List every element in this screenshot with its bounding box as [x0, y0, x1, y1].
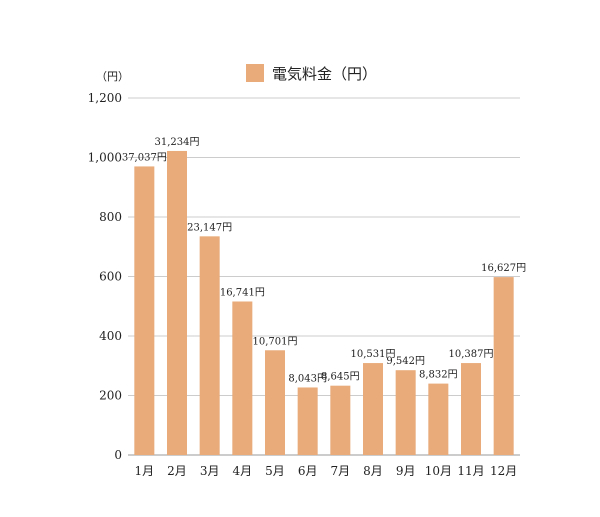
- data-label: 8,645円: [321, 372, 360, 383]
- x-tick-label: 10月: [425, 464, 452, 478]
- bar: [493, 277, 514, 455]
- x-tick-label: 8月: [363, 464, 383, 478]
- x-axis-ticks: 1月 2月 3月 4月 5月 6月 7月 8月 9月 10月 11月 12月: [135, 464, 518, 478]
- data-label: 10,531円: [351, 349, 396, 360]
- data-label: 31,234円: [155, 137, 200, 148]
- data-label: 8,832円: [419, 370, 458, 381]
- x-tick-label: 11月: [457, 464, 484, 478]
- y-tick-label: 400: [99, 329, 122, 343]
- x-tick-label: 7月: [331, 464, 351, 478]
- bar: [199, 236, 220, 455]
- data-label: 8,043円: [288, 373, 327, 384]
- data-label: 16,627円: [481, 263, 526, 274]
- bar: [167, 150, 187, 455]
- bar: [363, 363, 383, 455]
- data-label: 10,387円: [449, 349, 494, 360]
- data-label: 10,701円: [253, 336, 298, 347]
- x-tick-label: 6月: [298, 464, 318, 478]
- y-tick-label: 600: [99, 270, 122, 284]
- x-tick-label: 2月: [167, 464, 187, 478]
- x-tick-label: 9月: [396, 464, 416, 478]
- bar: [232, 301, 253, 455]
- x-tick-label: 4月: [233, 464, 253, 478]
- data-label: 9,542円: [386, 356, 425, 367]
- data-label: 23,147円: [187, 222, 232, 233]
- grid-lines: [128, 97, 520, 456]
- y-axis-ticks: 0 200 400 600 800 1,000 1,200: [88, 91, 122, 462]
- x-tick-label: 3月: [200, 464, 220, 478]
- y-tick-label: 800: [99, 210, 122, 224]
- data-label: 37,037円: [122, 152, 167, 163]
- bar: [134, 166, 155, 456]
- bar: [428, 383, 449, 455]
- x-tick-label: 12月: [490, 464, 517, 478]
- bar: [297, 387, 318, 455]
- y-tick-label: 1,000: [88, 151, 122, 165]
- data-labels: 37,037円 31,234円 23,147円 16,741円 10,701円 8,043…: [122, 137, 526, 385]
- legend-swatch: [246, 64, 264, 82]
- y-tick-label: 0: [114, 448, 122, 462]
- y-tick-label: 200: [99, 389, 122, 403]
- legend: 電気料金（円）: [246, 64, 377, 83]
- data-label: 16,741円: [220, 287, 265, 298]
- x-tick-label: 1月: [135, 464, 155, 478]
- bar: [265, 350, 285, 455]
- bar: [395, 370, 416, 455]
- bars: [134, 150, 514, 456]
- y-tick-label: 1,200: [88, 91, 122, 105]
- legend-label: 電気料金（円）: [272, 65, 377, 83]
- bar: [461, 363, 481, 455]
- bar: [330, 385, 351, 455]
- x-tick-label: 5月: [265, 464, 285, 478]
- y-axis-unit-label: （円）: [96, 70, 129, 83]
